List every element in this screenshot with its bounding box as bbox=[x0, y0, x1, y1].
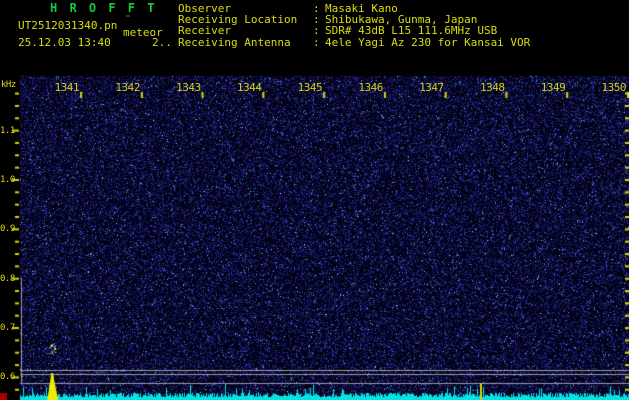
info-sep: : bbox=[313, 13, 320, 27]
info-row: Observer: Masaki Kano bbox=[178, 3, 530, 14]
capture-filename: UT2512031340.pn bbox=[18, 19, 118, 32]
time-tick-label: 1341 bbox=[54, 81, 80, 94]
app-title: H R O F F T bbox=[50, 1, 157, 15]
echo-count: 2.. bbox=[152, 36, 172, 49]
time-tick-label: 1344 bbox=[236, 81, 262, 94]
receiver-info-block: Observer: Masaki Kano Receiving Location: S… bbox=[178, 3, 530, 48]
filename-overlay: meteor bbox=[123, 26, 163, 39]
time-tick-label: 1347 bbox=[419, 81, 444, 94]
info-value: Shibukawa, Gunma, Japan bbox=[325, 13, 478, 27]
observation-datetime: 25.12.03 13:40 bbox=[18, 36, 111, 49]
time-tick-label: 1343 bbox=[176, 81, 201, 94]
freq-axis-unit: kHz bbox=[1, 80, 16, 90]
info-sep: : bbox=[313, 24, 320, 38]
time-tick-label: 1350 bbox=[601, 81, 627, 94]
time-tick-label: 1342 bbox=[115, 81, 140, 94]
info-label: Observer bbox=[178, 2, 231, 15]
info-value: 4ele Yagi Az 230 for Kansai VOR bbox=[325, 35, 531, 49]
time-tick-label: 1349 bbox=[540, 81, 566, 94]
info-label: Receiving Location bbox=[178, 13, 298, 27]
time-tick-label: 1345 bbox=[297, 81, 323, 94]
info-row: Receiving Antenna:4ele Yagi Az 230 for K… bbox=[178, 35, 531, 49]
info-sep: : bbox=[313, 35, 320, 49]
info-value: SDR# 43dB L15 111.6MHz USB bbox=[325, 24, 498, 38]
info-row: Receiver: SDR# 43dB L15 111.6MHz USB bbox=[178, 25, 530, 36]
freq-tick-label: 0.8 bbox=[0, 273, 15, 284]
info-row: Receiving Location: Shibukawa, Gunma, Jap… bbox=[178, 14, 530, 25]
time-tick-label: 1346 bbox=[358, 81, 383, 94]
freq-tick-label: 1.0 bbox=[0, 174, 15, 185]
info-label: Receiver bbox=[178, 24, 231, 38]
info-sep: : bbox=[313, 2, 320, 15]
info-value: Masaki Kano bbox=[325, 2, 398, 15]
filename-artifact: ¨ bbox=[125, 15, 132, 26]
freq-tick-label: 0.6 bbox=[0, 372, 15, 383]
freq-tick-label: 0.7 bbox=[0, 323, 15, 333]
info-label: Receiving Antenna bbox=[178, 35, 291, 49]
time-tick-label: 1348 bbox=[479, 81, 505, 94]
freq-tick-label: 0.9 bbox=[0, 224, 15, 235]
freq-tick-label: 1.1 bbox=[0, 125, 15, 136]
